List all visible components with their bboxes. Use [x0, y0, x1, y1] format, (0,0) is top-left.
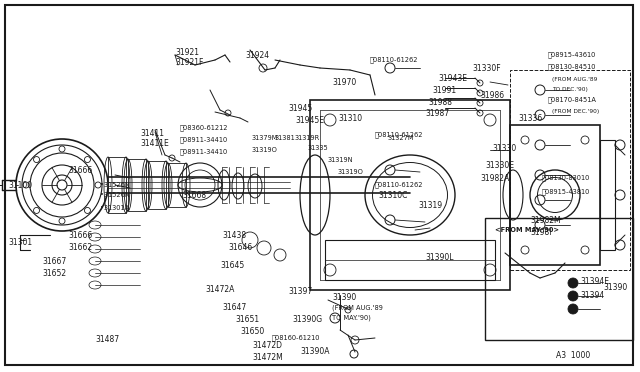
Text: Ⓑ08160-61210: Ⓑ08160-61210 — [272, 335, 321, 341]
Text: 31991: 31991 — [432, 86, 456, 94]
Text: 31662: 31662 — [68, 244, 92, 253]
Text: 31982A: 31982A — [480, 173, 509, 183]
Text: 31381: 31381 — [275, 135, 296, 141]
Text: Ⓝ08911-34410: Ⓝ08911-34410 — [180, 137, 228, 143]
Text: 31390: 31390 — [332, 294, 356, 302]
Text: 31335: 31335 — [308, 145, 329, 151]
Text: 3198I: 3198I — [530, 228, 552, 237]
Bar — [485, 218, 633, 340]
Bar — [510, 70, 630, 270]
Text: 31100: 31100 — [8, 180, 32, 189]
Text: 31394: 31394 — [580, 292, 604, 301]
Text: 31945: 31945 — [288, 103, 312, 112]
Text: A3  1000: A3 1000 — [556, 350, 590, 359]
Text: 31645: 31645 — [220, 260, 244, 269]
Text: Ⓑ08170-8451A: Ⓑ08170-8451A — [548, 97, 597, 103]
Text: 31487: 31487 — [95, 336, 119, 344]
Bar — [128, 159, 146, 211]
Text: 31666: 31666 — [68, 166, 92, 174]
Text: 31319R: 31319R — [295, 135, 320, 141]
Text: 31330F: 31330F — [472, 64, 500, 73]
Text: 31472D: 31472D — [252, 340, 282, 350]
Bar — [325, 240, 495, 280]
Text: 31987: 31987 — [425, 109, 449, 118]
Text: (FROM DEC.'90): (FROM DEC.'90) — [552, 109, 599, 113]
Text: 31390: 31390 — [603, 283, 627, 292]
Circle shape — [568, 291, 578, 301]
Bar — [148, 161, 166, 209]
Text: 31319N: 31319N — [328, 157, 353, 163]
Text: 31390L: 31390L — [425, 253, 454, 263]
Text: Ⓠ08915-43810: Ⓠ08915-43810 — [542, 189, 590, 195]
Circle shape — [568, 278, 578, 288]
Bar — [510, 125, 600, 265]
Text: 31651: 31651 — [235, 315, 259, 324]
Bar — [168, 163, 186, 207]
Text: 31319O: 31319O — [252, 147, 278, 153]
Text: 31667: 31667 — [42, 257, 67, 266]
Text: 31411: 31411 — [140, 128, 164, 138]
Text: 31394E: 31394E — [580, 276, 609, 285]
Text: 31310: 31310 — [338, 113, 362, 122]
Text: 31652: 31652 — [42, 269, 66, 278]
Text: TO MAY.'90): TO MAY.'90) — [332, 315, 371, 321]
Text: 31319O: 31319O — [338, 169, 364, 175]
Text: 31666: 31666 — [68, 231, 92, 240]
Text: Ⓑ08130-83010: Ⓑ08130-83010 — [542, 175, 590, 181]
Text: 31646: 31646 — [228, 244, 252, 253]
Text: 31970: 31970 — [332, 77, 356, 87]
Text: •31526N: •31526N — [100, 182, 130, 188]
Text: Ⓑ08130-84510: Ⓑ08130-84510 — [548, 64, 596, 70]
Bar — [310, 100, 510, 290]
Text: Ⓢ08360-61212: Ⓢ08360-61212 — [180, 125, 228, 131]
Text: 31310C: 31310C — [378, 190, 408, 199]
Text: 31336: 31336 — [518, 113, 542, 122]
Text: 31411E: 31411E — [140, 138, 169, 148]
Text: 31327M: 31327M — [388, 135, 415, 141]
Text: 31921F: 31921F — [175, 58, 204, 67]
Text: •31301A: •31301A — [100, 205, 129, 211]
Text: 31472A: 31472A — [205, 285, 234, 295]
Text: (FROM AUG.'89: (FROM AUG.'89 — [552, 77, 597, 81]
Text: 31943E: 31943E — [438, 74, 467, 83]
Text: 31472M: 31472M — [252, 353, 283, 362]
Bar — [108, 157, 126, 213]
Text: 31438: 31438 — [222, 231, 246, 240]
Text: 31988: 31988 — [428, 97, 452, 106]
Text: 31986: 31986 — [480, 90, 504, 99]
Text: 31379M: 31379M — [252, 135, 278, 141]
Text: 31390G: 31390G — [292, 315, 322, 324]
Text: 31301: 31301 — [8, 237, 32, 247]
Text: 31982M: 31982M — [530, 215, 561, 224]
Text: 31319: 31319 — [418, 201, 442, 209]
Text: Ⓑ08110-61262: Ⓑ08110-61262 — [375, 132, 424, 138]
Text: 31390A: 31390A — [300, 347, 330, 356]
Text: <FROM MAY.'90>: <FROM MAY.'90> — [495, 227, 559, 233]
Text: 31647: 31647 — [222, 304, 246, 312]
Text: 31650: 31650 — [240, 327, 264, 337]
Text: 31921: 31921 — [175, 48, 199, 57]
Text: (FROM AUG.'89: (FROM AUG.'89 — [332, 305, 383, 311]
Text: 31330E: 31330E — [485, 160, 514, 170]
Text: 31668: 31668 — [182, 190, 206, 199]
Text: Ⓑ08110-61262: Ⓑ08110-61262 — [370, 57, 419, 63]
Text: TO DEC.'90): TO DEC.'90) — [552, 87, 588, 92]
Text: Ⓠ08915-43610: Ⓠ08915-43610 — [548, 52, 596, 58]
Text: Ⓑ08110-61262: Ⓑ08110-61262 — [375, 182, 424, 188]
Text: 31397: 31397 — [288, 288, 312, 296]
Text: 31924: 31924 — [245, 51, 269, 60]
Text: 31945E: 31945E — [295, 115, 324, 125]
Circle shape — [568, 304, 578, 314]
Text: •31526N: •31526N — [100, 192, 130, 198]
Text: Ⓝ08911-34410: Ⓝ08911-34410 — [180, 149, 228, 155]
Bar — [600, 140, 615, 250]
Text: 31330: 31330 — [492, 144, 516, 153]
